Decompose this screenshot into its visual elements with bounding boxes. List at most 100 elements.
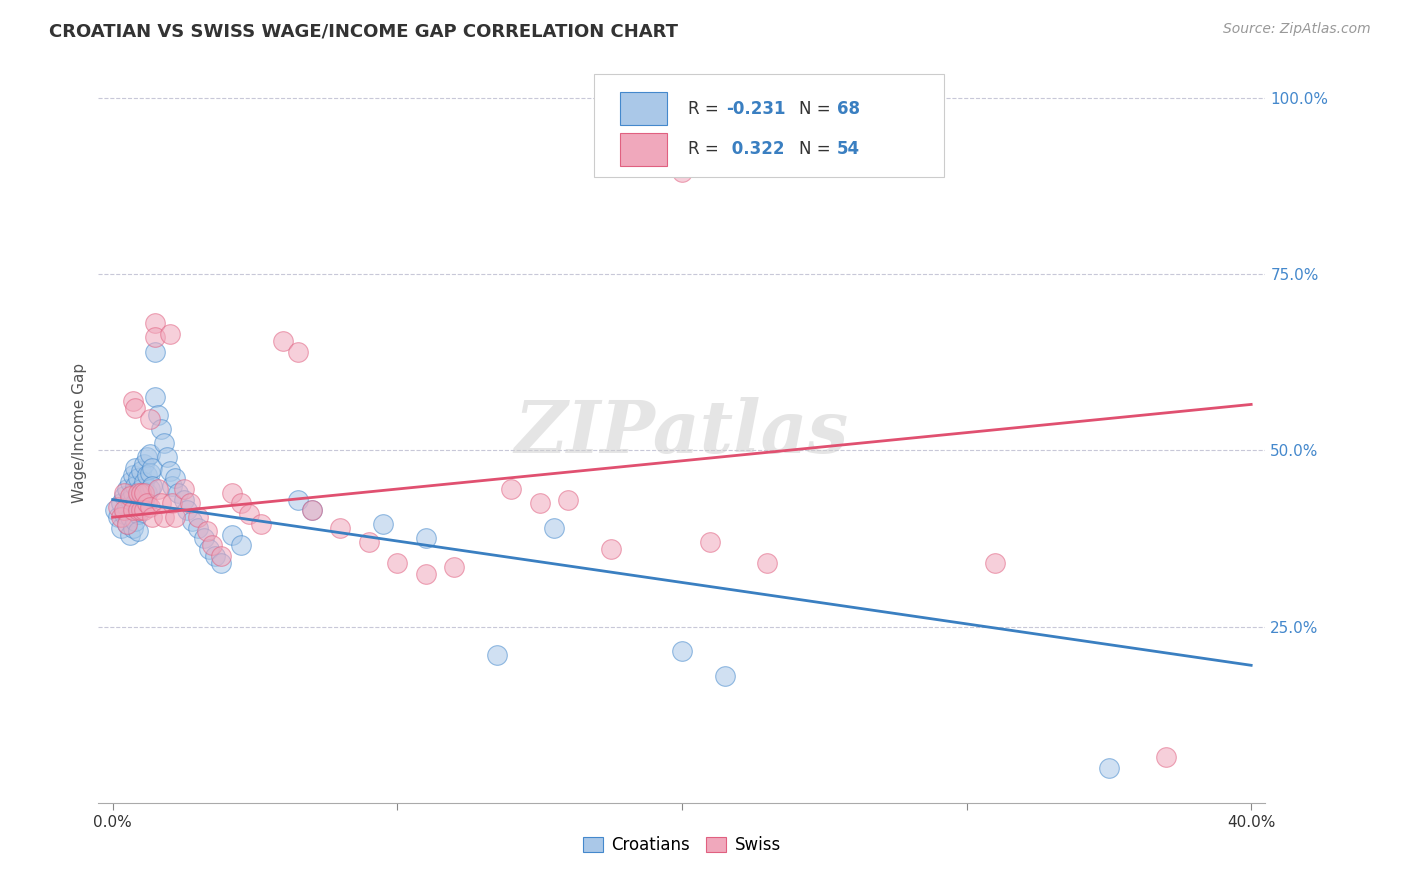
Point [115, 517, 138, 532]
Point [138, 482, 160, 496]
Point [121, 467, 143, 482]
Point [143, 390, 166, 404]
Point [110, 521, 132, 535]
Point [165, 471, 187, 485]
Point [501, 482, 523, 496]
Point [229, 496, 252, 510]
Point [173, 492, 195, 507]
Point [141, 478, 163, 492]
Point [124, 461, 146, 475]
Point [127, 489, 149, 503]
Point [129, 485, 152, 500]
Point [415, 566, 437, 581]
Point [132, 475, 155, 489]
Point [415, 532, 437, 546]
FancyBboxPatch shape [595, 73, 945, 178]
Point [148, 482, 170, 496]
Point [135, 450, 157, 465]
Legend: Croatians, Swiss: Croatians, Swiss [576, 830, 787, 861]
Point [485, 648, 508, 662]
Text: 54: 54 [837, 140, 860, 159]
Point [153, 436, 176, 450]
Point [143, 344, 166, 359]
Text: ZIPatlas: ZIPatlas [515, 397, 849, 468]
Point [238, 507, 260, 521]
FancyBboxPatch shape [620, 133, 666, 166]
Point [124, 496, 146, 510]
Point [176, 503, 198, 517]
Point [129, 482, 152, 496]
Point [129, 503, 152, 517]
Point [193, 532, 215, 546]
Point [221, 528, 243, 542]
FancyBboxPatch shape [620, 92, 666, 126]
Point [301, 503, 323, 517]
Point [104, 503, 127, 517]
Point [118, 510, 141, 524]
Text: CROATIAN VS SWISS WAGE/INCOME GAP CORRELATION CHART: CROATIAN VS SWISS WAGE/INCOME GAP CORREL… [49, 22, 678, 40]
Point [756, 556, 779, 570]
Point [173, 482, 195, 496]
Point [150, 422, 173, 436]
Point [121, 503, 143, 517]
Point [557, 492, 579, 507]
Point [138, 466, 160, 480]
Text: Source: ZipAtlas.com: Source: ZipAtlas.com [1223, 22, 1371, 37]
Point [129, 464, 152, 478]
Point [201, 538, 224, 552]
Point [153, 510, 176, 524]
Point [221, 485, 243, 500]
Point [118, 475, 141, 489]
Text: 0.322: 0.322 [727, 140, 785, 159]
Point [110, 510, 132, 524]
Point [135, 467, 157, 482]
Point [204, 549, 226, 563]
Point [195, 524, 218, 539]
Point [371, 517, 394, 532]
Point [162, 478, 184, 492]
Point [107, 510, 129, 524]
Point [135, 485, 157, 500]
Point [671, 644, 693, 658]
Point [162, 496, 184, 510]
Point [132, 485, 155, 500]
Point [713, 669, 735, 683]
Point [118, 528, 141, 542]
Point [273, 334, 295, 348]
Point [132, 492, 155, 507]
Point [167, 485, 190, 500]
Text: R =: R = [688, 100, 724, 118]
Point [159, 326, 181, 341]
Point [229, 538, 252, 552]
Point [141, 461, 163, 475]
Point [121, 393, 143, 408]
Point [138, 500, 160, 514]
Point [121, 503, 143, 517]
Point [115, 500, 138, 514]
Point [143, 316, 166, 330]
Point [115, 517, 138, 532]
Point [132, 458, 155, 472]
Point [124, 478, 146, 492]
Point [187, 521, 209, 535]
Point [529, 496, 551, 510]
Point [1154, 750, 1177, 764]
Point [287, 344, 309, 359]
Point [112, 489, 135, 503]
Point [156, 450, 179, 465]
Point [112, 507, 135, 521]
Point [112, 503, 135, 517]
Point [127, 485, 149, 500]
Text: N =: N = [799, 100, 835, 118]
Point [107, 500, 129, 514]
Point [150, 496, 173, 510]
Point [121, 521, 143, 535]
Point [443, 559, 465, 574]
Point [143, 330, 166, 344]
Point [357, 535, 380, 549]
Point [387, 556, 409, 570]
Point [599, 541, 621, 556]
Text: N =: N = [799, 140, 835, 159]
Point [127, 503, 149, 517]
Point [118, 489, 141, 503]
